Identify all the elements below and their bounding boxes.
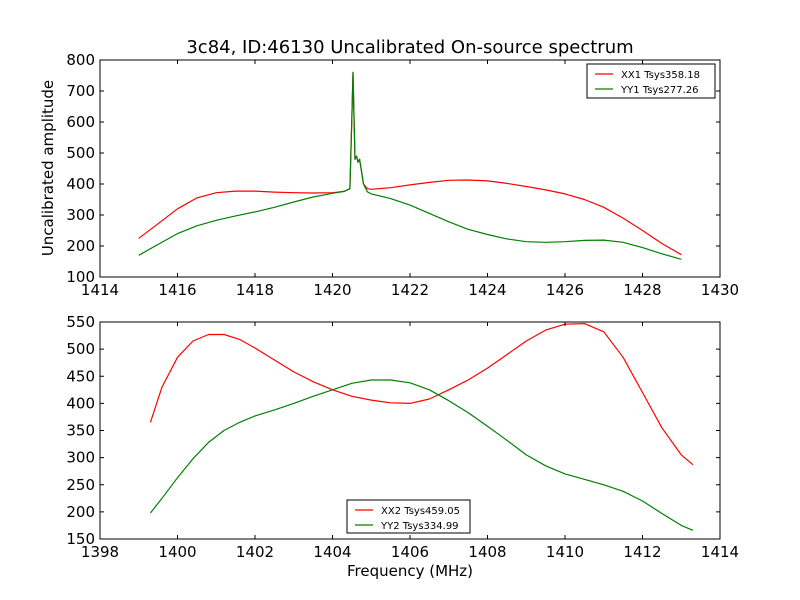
legend-entry: XX2 Tsys459.05 [381, 506, 460, 517]
x-tick-label: 1428 [623, 281, 661, 299]
y-tick-label: 200 [66, 237, 95, 255]
x-tick-label: 1408 [468, 543, 506, 561]
legend-box [346, 499, 471, 534]
y-tick-label: 300 [66, 449, 95, 467]
x-tick-label: 1400 [158, 543, 196, 561]
y-tick-label: 400 [66, 394, 95, 412]
x-tick-label: 1404 [313, 543, 351, 561]
x-tick-label: 1422 [391, 281, 429, 299]
y-tick-label: 350 [66, 422, 95, 440]
x-tick-label: 1426 [546, 281, 584, 299]
series-line-2-2 [149, 379, 694, 531]
legend-entry: XX1 Tsys358.18 [621, 70, 700, 81]
y-tick-label: 600 [66, 113, 95, 131]
legend-entry: YY2 Tsys334.99 [380, 521, 459, 532]
legend-box [586, 63, 716, 99]
legend-entry: YY1 Tsys277.26 [620, 85, 699, 96]
y-tick-label: 500 [66, 340, 95, 358]
x-tick-label: 1410 [546, 543, 584, 561]
x-tick-label: 1414 [81, 281, 119, 299]
x-tick-label: 1418 [236, 281, 274, 299]
x-tick-label: 1430 [701, 281, 739, 299]
y-tick-label: 250 [66, 476, 95, 494]
x-tick-label: 1424 [468, 281, 506, 299]
series-line-2-1 [149, 323, 694, 466]
x-tick-label: 1398 [81, 543, 119, 561]
bottom-panel: 1398 1400 1402 1404 1406 1408 1410 1412 1414 150 2… [66, 313, 739, 561]
x-tick-label: 1402 [236, 543, 274, 561]
y-axis-label: Uncalibrated amplitude [39, 80, 57, 256]
y-tick-label: 500 [66, 144, 95, 162]
y-tick-label: 100 [66, 268, 95, 286]
x-tick-label: 1406 [391, 543, 429, 561]
y-tick-label: 550 [66, 313, 95, 331]
top-panel: 1414 1416 1418 1420 1422 1424 1426 1428 1430 100 2… [66, 51, 739, 299]
x-axis-label: Frequency (MHz) [347, 562, 473, 580]
series-line-1-2 [138, 71, 682, 260]
y-tick-label: 700 [66, 82, 95, 100]
y-tick-label: 150 [66, 530, 95, 548]
y-tick-label: 450 [66, 367, 95, 385]
chart-title: 3c84, ID:46130 Uncalibrated On-source sp… [186, 37, 633, 58]
y-tick-label: 400 [66, 175, 95, 193]
x-tick-label: 1414 [701, 543, 739, 561]
x-tick-label: 1420 [313, 281, 351, 299]
y-tick-label: 200 [66, 503, 95, 521]
y-tick-label: 300 [66, 206, 95, 224]
x-tick-label: 1412 [623, 543, 661, 561]
y-tick-label: 800 [66, 51, 95, 69]
x-tick-label: 1416 [158, 281, 196, 299]
